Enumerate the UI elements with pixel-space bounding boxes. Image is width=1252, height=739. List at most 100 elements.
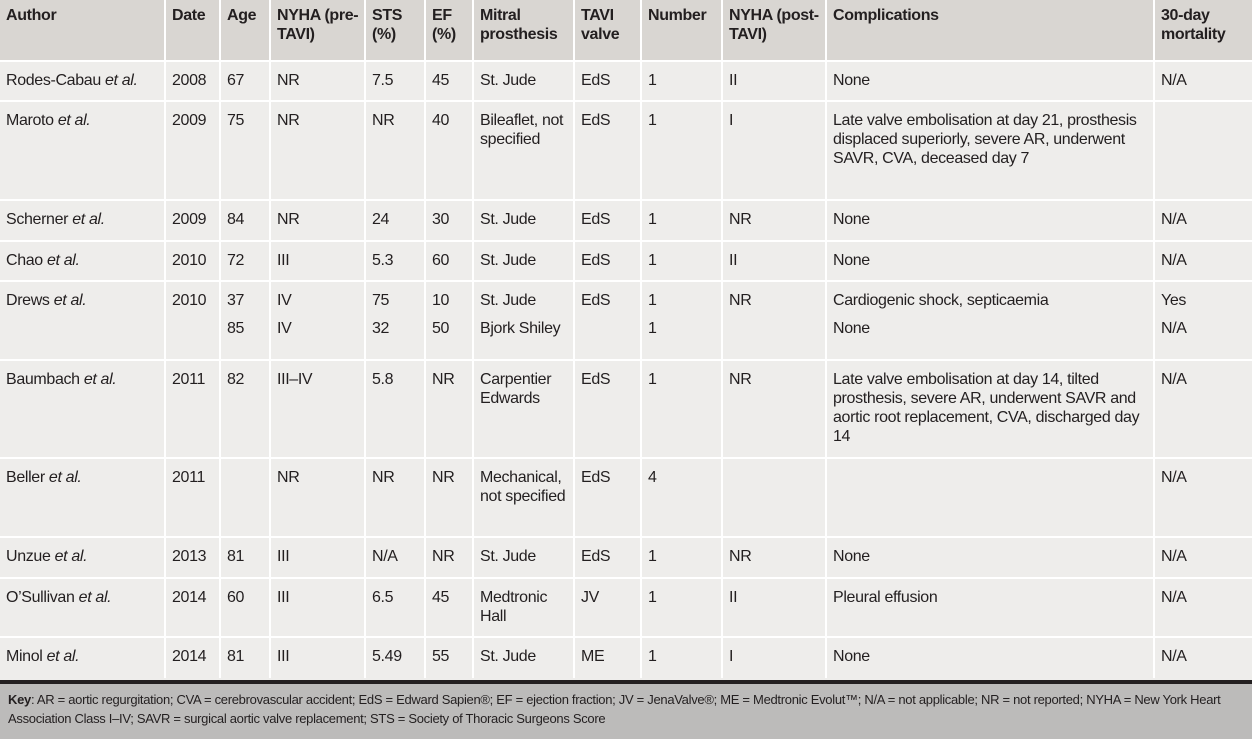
cell-tavi-valve: EdS [573,457,641,537]
table-row: O’Sullivan et al. 2014 60 III 6.5 45 Medtronic… [0,577,1252,637]
author-name: Minol [6,648,43,665]
author-name: Baumbach [6,371,80,388]
cell-age: 84 [219,199,270,241]
cell-tavi-valve: EdS [573,240,641,281]
cell-age: 81 [219,536,270,578]
cell-number: 1 [640,577,722,637]
header-mortality: 30-day mortality [1153,0,1252,61]
cell-sts: 7.5 [364,60,425,101]
table-row: Chao et al. 2010 72 III 5.3 60 St. Jude EdS 1 II N… [0,240,1252,281]
cell-nyha-post: II [721,60,826,101]
cell-ef: 60 [424,240,473,281]
table-row: 85 IV 32 50 Bjork Shiley 1 None N/A [0,319,1252,360]
cell-mitral-prosthesis: St. Jude [472,636,574,678]
author-name: Scherner [6,211,69,228]
cell-tavi-valve: EdS [573,280,641,319]
cell-mitral-prosthesis: St. Jude [472,536,574,578]
author-name: Chao [6,252,43,269]
table-key: Key: AR = aortic regurgitation; CVA = ce… [0,680,1252,739]
author-etal: et al. [54,548,88,565]
cell-nyha-pre: NR [269,100,365,200]
cell-mortality: N/A [1153,536,1252,578]
cell-author: Chao et al. [0,240,165,281]
author-name: Rodes-Cabau [6,72,101,89]
header-ef: EF (%) [424,0,473,61]
cell-nyha-pre: III [269,240,365,281]
key-label: Key [8,692,31,707]
cell-nyha-post: I [721,100,826,200]
header-date: Date [164,0,220,61]
cell-number: 1 [640,199,722,241]
author-name: Unzue [6,548,51,565]
cell-mortality: N/A [1153,199,1252,241]
cell-author: Minol et al. [0,636,165,678]
author-etal: et al. [78,589,112,606]
cell-age: 75 [219,100,270,200]
cell-complications: Cardiogenic shock, septicaemia [825,280,1154,319]
cell-sts: N/A [364,536,425,578]
cell-author: Rodes-Cabau et al. [0,60,165,101]
cell-tavi-valve [573,319,641,360]
cell-nyha-post: NR [721,280,826,319]
cell-number: 1 [640,636,722,678]
cell-age: 72 [219,240,270,281]
cell-mitral-prosthesis: Bileaflet, not specified [472,100,574,200]
cell-sts: 5.3 [364,240,425,281]
cell-complications [825,457,1154,537]
cell-ef: 50 [424,319,473,360]
author-etal: et al. [57,112,91,129]
cell-nyha-pre: NR [269,60,365,101]
cell-nyha-post: NR [721,536,826,578]
cell-ef: 30 [424,199,473,241]
header-number: Number [640,0,722,61]
cell-sts: NR [364,457,425,537]
cell-mitral-prosthesis: Medtronic Hall [472,577,574,637]
author-etal: et al. [46,252,80,269]
table-row: Maroto et al. 2009 75 NR NR 40 Bileaflet, not … [0,100,1252,200]
cell-date: 2010 [164,240,220,281]
cell-date [164,319,220,360]
cell-ef: NR [424,536,473,578]
author-name: Beller [6,469,45,486]
cell-mortality: N/A [1153,60,1252,101]
cell-nyha-post: II [721,240,826,281]
cell-age: 85 [219,319,270,360]
author-name: Maroto [6,112,54,129]
cell-ef: 10 [424,280,473,319]
cell-complications: None [825,240,1154,281]
cell-sts: 5.49 [364,636,425,678]
cell-mitral-prosthesis: Bjork Shiley [472,319,574,360]
cell-age: 81 [219,636,270,678]
cell-complications: None [825,536,1154,578]
cell-sts: 5.8 [364,359,425,458]
cell-tavi-valve: EdS [573,536,641,578]
author-name: O’Sullivan [6,589,75,606]
cell-mortality: N/A [1153,577,1252,637]
cell-nyha-post: I [721,636,826,678]
cell-date: 2009 [164,100,220,200]
cell-date: 2013 [164,536,220,578]
cell-complications: None [825,199,1154,241]
header-sts: STS (%) [364,0,425,61]
cell-sts: 24 [364,199,425,241]
author-name: Drews [6,292,50,309]
cell-mortality: N/A [1153,359,1252,458]
cell-date: 2014 [164,577,220,637]
cell-date: 2014 [164,636,220,678]
cell-complications: None [825,636,1154,678]
table-row: Beller et al. 2011 NR NR NR Mechanical, not s… [0,457,1252,537]
data-table: Author Date Age NYHA (pre-TAVI) STS (%) EF (%… [0,0,1252,678]
cell-number: 1 [640,319,722,360]
cell-mortality: N/A [1153,319,1252,360]
author-etal: et al. [46,648,80,665]
cell-tavi-valve: EdS [573,60,641,101]
cell-ef: NR [424,457,473,537]
cell-date: 2010 [164,280,220,319]
cell-nyha-pre: NR [269,199,365,241]
author-etal: et al. [48,469,82,486]
cell-nyha-post: NR [721,199,826,241]
cell-nyha-pre: III [269,577,365,637]
cell-sts: 6.5 [364,577,425,637]
header-age: Age [219,0,270,61]
table-row: Scherner et al. 2009 84 NR 24 30 St. Jude EdS 1 N… [0,199,1252,241]
